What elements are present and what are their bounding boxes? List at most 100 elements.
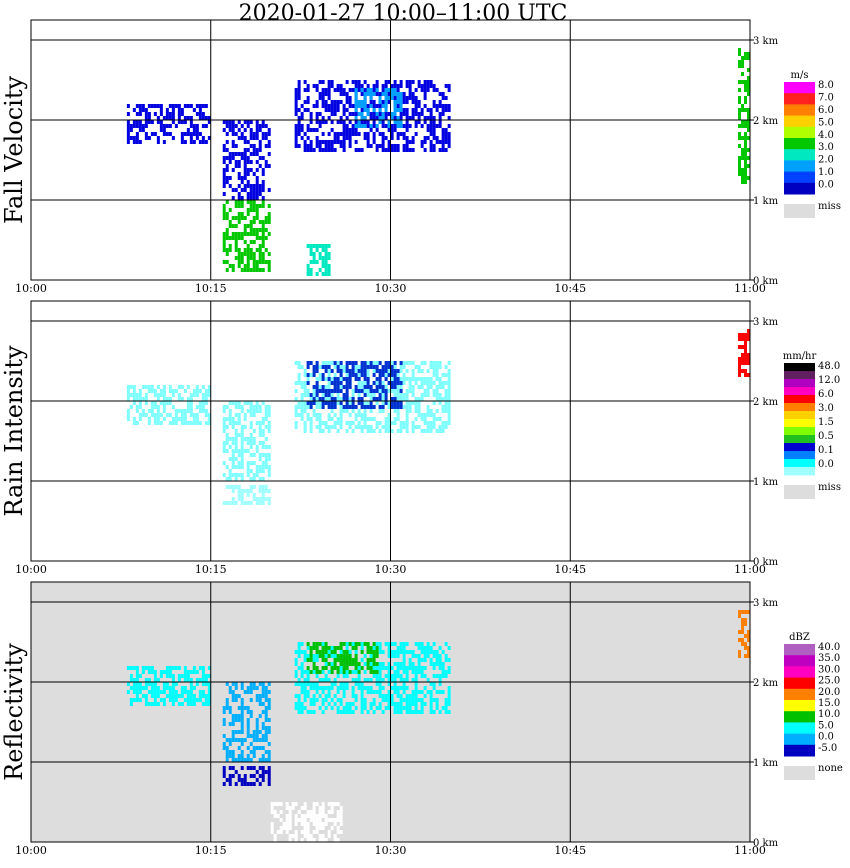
data-cell [363,108,367,112]
data-cell [234,730,238,734]
data-cell [387,112,391,116]
data-cell [384,706,388,710]
data-cell [144,120,148,124]
data-cell [348,401,352,405]
data-cell [324,148,328,152]
data-cell [363,413,367,417]
data-cell [303,818,307,822]
data-cell [342,666,346,670]
data-cell [417,120,421,124]
data-cell [183,116,187,120]
data-cell [294,425,298,429]
data-cell [420,646,424,650]
data-cell [330,682,334,686]
data-cell [192,421,196,425]
data-cell [264,236,268,240]
data-cell [339,682,343,686]
data-cell [321,670,325,674]
data-cell [396,690,400,694]
data-cell [252,192,256,196]
data-cell [204,698,208,702]
data-cell [438,385,442,389]
data-cell [432,373,436,377]
data-cell [237,706,241,710]
data-cell [363,409,367,413]
data-cell [312,389,316,393]
data-cell [318,642,322,646]
data-cell [429,140,433,144]
data-cell [390,650,394,654]
data-cell [156,702,160,706]
data-cell [294,104,298,108]
data-cell [744,80,748,84]
data-cell [399,666,403,670]
data-cell [339,417,343,421]
data-cell [126,666,130,670]
data-cell [396,120,400,124]
data-cell [261,196,265,200]
data-cell [444,365,448,369]
data-cell [303,144,307,148]
data-cell [240,738,244,742]
data-cell [240,682,244,686]
data-cell [231,417,235,421]
data-cell [429,694,433,698]
data-cell [405,361,409,365]
data-cell [402,682,406,686]
data-cell [384,425,388,429]
data-cell [246,124,250,128]
data-cell [324,389,328,393]
data-cell [168,104,172,108]
data-cell [321,104,325,108]
data-cell [267,682,271,686]
data-cell [162,389,166,393]
data-cell [414,702,418,706]
data-cell [444,96,448,100]
data-cell [426,421,430,425]
data-cell [321,814,325,818]
data-cell [180,690,184,694]
data-cell [399,702,403,706]
data-cell [306,658,310,662]
data-cell [339,116,343,120]
data-cell [249,714,253,718]
data-cell [309,650,313,654]
data-cell [156,140,160,144]
data-cell [321,401,325,405]
data-cell [261,240,265,244]
data-cell [267,188,271,192]
data-cell [240,718,244,722]
data-cell [315,365,319,369]
data-cell [303,802,307,806]
data-cell [402,112,406,116]
data-cell [432,686,436,690]
data-cell [405,686,409,690]
data-cell [249,682,253,686]
data-cell [234,256,238,260]
data-cell [225,417,229,421]
data-cell [402,393,406,397]
data-cell [402,136,406,140]
data-cell [393,128,397,132]
data-cell [447,670,451,674]
data-cell [228,485,232,489]
data-cell [375,84,379,88]
data-cell [243,216,247,220]
data-cell [135,666,139,670]
data-cell [195,405,199,409]
data-cell [348,140,352,144]
x-tick-label: 10:00 [15,563,47,576]
data-cell [360,694,364,698]
data-cell [162,702,166,706]
data-cell [405,421,409,425]
colorbar-label: 5.0 [818,720,834,731]
data-cell [744,357,748,361]
data-cell [303,826,307,830]
data-cell [744,136,748,140]
data-cell [240,750,244,754]
data-cell [339,658,343,662]
data-cell [198,405,202,409]
data-cell [204,694,208,698]
data-cell [315,248,319,252]
data-cell [390,132,394,136]
